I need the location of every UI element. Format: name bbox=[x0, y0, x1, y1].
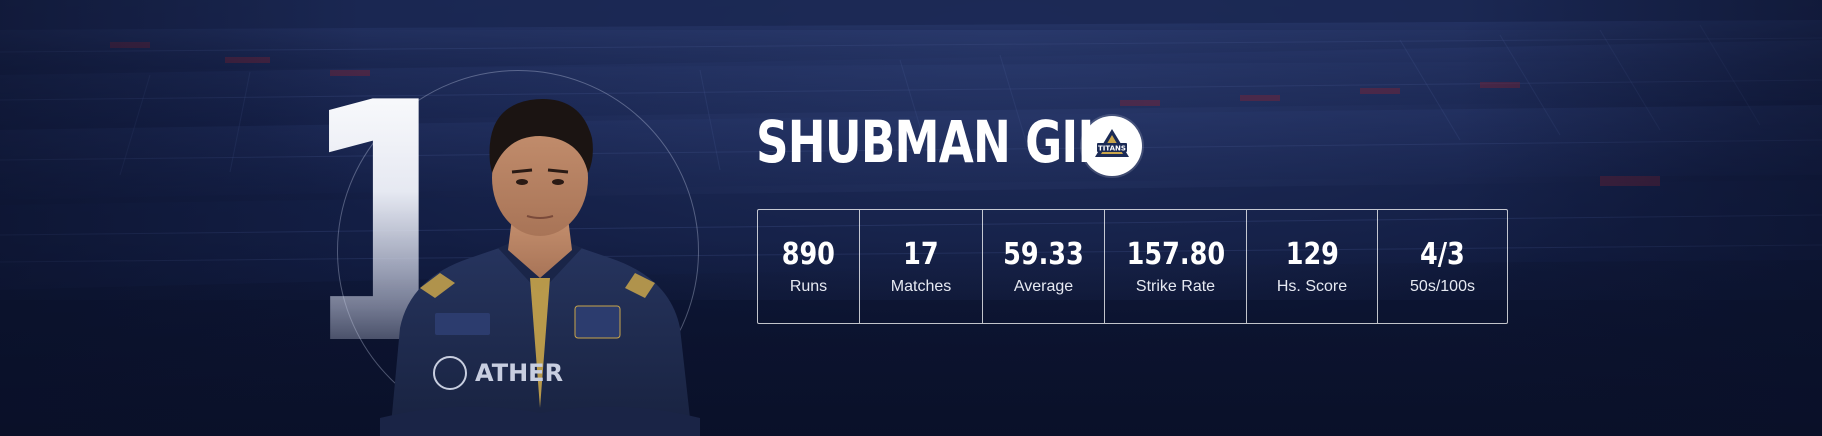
player-photo: ATHER bbox=[380, 99, 700, 436]
stat-label: Strike Rate bbox=[1135, 278, 1216, 295]
stat-label: Hs. Score bbox=[1276, 278, 1348, 295]
stat-label: Average bbox=[1013, 278, 1074, 295]
stats-table: 890 Runs 17 Matches 59.33 Average 157.80… bbox=[757, 209, 1508, 324]
player-name: SHUBMAN GILL bbox=[756, 108, 1134, 176]
stat-fifties-hundreds: 4/3 50s/100s bbox=[1378, 210, 1507, 323]
stat-strike-rate: 157.80 Strike Rate bbox=[1105, 210, 1247, 323]
stat-average: 59.33 Average bbox=[983, 210, 1105, 323]
jersey-sponsor-text: ATHER bbox=[475, 359, 563, 387]
stat-high-score: 129 Hs. Score bbox=[1247, 210, 1378, 323]
stat-value: 157.80 bbox=[1126, 237, 1225, 272]
stat-value: 890 bbox=[781, 237, 836, 272]
stat-label: Matches bbox=[890, 278, 952, 295]
team-logo-text: TITANS bbox=[1098, 145, 1126, 153]
stat-value: 17 bbox=[903, 237, 939, 272]
stat-matches: 17 Matches bbox=[860, 210, 983, 323]
team-logo[interactable]: TITANS bbox=[1082, 116, 1142, 176]
stat-value: 129 bbox=[1285, 237, 1339, 272]
titans-logo-icon: TITANS bbox=[1095, 129, 1129, 157]
stat-runs: 890 Runs bbox=[758, 210, 860, 323]
stat-value: 59.33 bbox=[1003, 237, 1084, 272]
stat-label: 50s/100s bbox=[1410, 278, 1475, 295]
stat-label: Runs bbox=[789, 278, 828, 295]
stat-value: 4/3 bbox=[1420, 237, 1465, 272]
